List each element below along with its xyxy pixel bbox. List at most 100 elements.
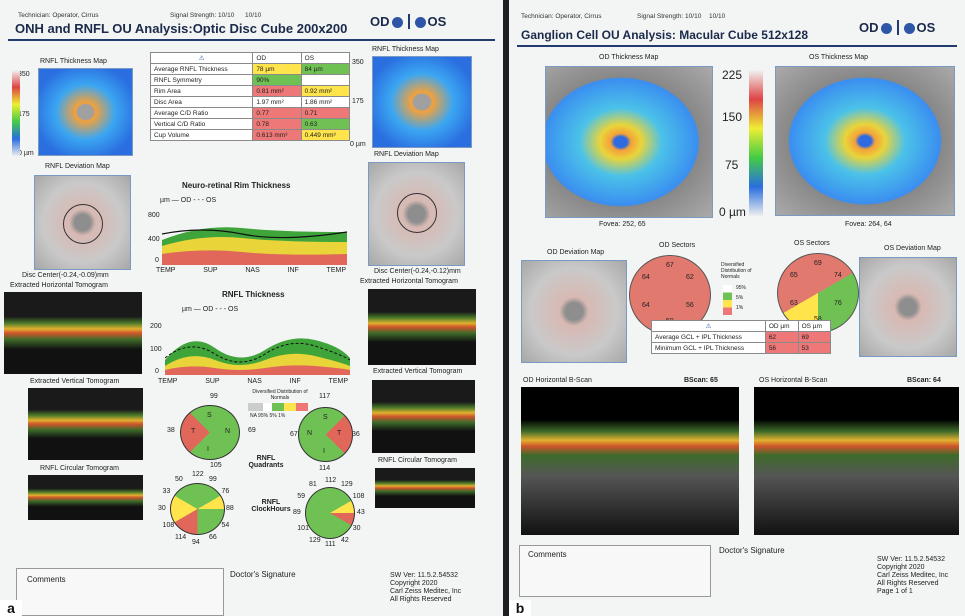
rnfl-chart-title: RNFL Thickness bbox=[222, 290, 285, 299]
os-eye-icon bbox=[903, 23, 915, 35]
param-row: RNFL Symmetry 90% bbox=[149, 74, 351, 86]
horizontal-tomogram-os bbox=[368, 289, 476, 365]
rim-legend: µm — OD - - - OS bbox=[160, 197, 217, 204]
clockhour-value: 59 bbox=[297, 493, 306, 500]
circular-tomogram-od bbox=[28, 475, 143, 520]
clockhour-value: 99 bbox=[209, 475, 217, 483]
doctor-signature: Doctor's Signature bbox=[230, 570, 296, 579]
clockhour-value: 89 bbox=[293, 509, 301, 516]
signal-strength-os: 10/10 bbox=[709, 13, 726, 20]
rnfl-map-od-label: RNFL Thickness Map bbox=[40, 58, 107, 65]
distribution-legend: Diversified Distribution of Normals bbox=[252, 389, 308, 401]
clockhour-value: 43 bbox=[357, 509, 365, 516]
od-thickness-label: OD Thickness Map bbox=[599, 54, 659, 61]
bscan-od: BScan: 65 bbox=[684, 377, 718, 384]
od-eye-icon bbox=[391, 17, 403, 29]
clockhours-od bbox=[170, 483, 225, 535]
eht-os-label: Extracted Horizontal Tomogram bbox=[360, 278, 458, 285]
color-scale bbox=[12, 70, 20, 156]
clockhour-value: 50 bbox=[175, 475, 183, 483]
rnfl-deviation-map-od bbox=[34, 175, 131, 270]
od-os-header: OD OS bbox=[859, 20, 936, 35]
od-dev-label: OD Deviation Map bbox=[547, 249, 605, 256]
vertical-tomogram-od bbox=[28, 388, 143, 460]
rnfl-thickness-chart bbox=[165, 338, 350, 375]
signal-strength: Signal Strength: 10/10 bbox=[170, 12, 235, 19]
param-row: Average C/D Ratio 0.77 0.71 bbox=[149, 107, 351, 119]
clockhour-value: 122 bbox=[192, 471, 204, 478]
circular-tomogram-os bbox=[375, 468, 475, 508]
clockhour-value: 101 bbox=[297, 525, 309, 532]
clockhour-value: 129 bbox=[309, 536, 321, 544]
ganglion-cell-report: Technician: Operator, Cirrus Signal Stre… bbox=[509, 0, 965, 616]
param-row: Rim Area 0.81 mm² 0.92 mm² bbox=[149, 85, 351, 97]
technician-label: Technician: Operator, Cirrus bbox=[521, 13, 602, 20]
od-sectors-label: OD Sectors bbox=[659, 242, 696, 249]
param-row: Vertical C/D Ratio 0.78 0.63 bbox=[149, 118, 351, 130]
comments-box[interactable]: Comments bbox=[519, 545, 711, 597]
clockhour-value: 42 bbox=[341, 536, 349, 544]
divider bbox=[517, 45, 957, 47]
comments-box[interactable]: Comments bbox=[16, 568, 224, 616]
evt-od-label: Extracted Vertical Tomogram bbox=[30, 378, 120, 385]
clockhour-value: 66 bbox=[209, 534, 217, 542]
clockhour-value: 30 bbox=[352, 525, 361, 532]
clockhour-value: 112 bbox=[325, 477, 337, 484]
os-dev-label: OS Deviation Map bbox=[884, 245, 941, 252]
onh-rnfl-report: Technician: Operator, Cirrus Signal Stre… bbox=[0, 0, 503, 616]
dev-map-od-label: RNFL Deviation Map bbox=[45, 163, 110, 170]
clockhour-value: 54 bbox=[221, 522, 230, 529]
color-scale bbox=[749, 70, 763, 216]
bscan-os: BScan: 64 bbox=[907, 377, 941, 384]
param-row: Cup Volume 0.613 mm³ 0.449 mm³ bbox=[149, 129, 351, 141]
od-deviation-map bbox=[521, 260, 627, 363]
software-info: SW Ver: 11.5.2.54532 Copyright 2020 Carl Z… bbox=[877, 556, 949, 595]
horizontal-tomogram-od bbox=[4, 292, 142, 374]
clockhours-os bbox=[305, 487, 355, 539]
od-hscan-label: OD Horizontal B-Scan bbox=[523, 377, 592, 384]
software-info: SW Ver: 11.5.2.54532 Copyright 2020 Carl Z… bbox=[390, 572, 462, 603]
clockhour-value: 94 bbox=[192, 539, 200, 546]
od-eye-icon bbox=[880, 23, 892, 35]
rnfl-parameters-table: ⚠ OD OS Average RNFL Thickness 78 µm 84 µm RN… bbox=[149, 52, 351, 141]
param-row: Average RNFL Thickness 78 µm 84 µm bbox=[149, 63, 351, 75]
clockhour-value: 108 bbox=[162, 522, 175, 529]
clockhour-value: 88 bbox=[226, 505, 234, 512]
os-hscan-label: OS Horizontal B-Scan bbox=[759, 377, 828, 384]
od-os-header: OD OS bbox=[370, 14, 447, 29]
divider bbox=[8, 39, 495, 41]
clockhour-value: 81 bbox=[309, 481, 317, 489]
distribution-legend: Diversified Distribution of Normals bbox=[721, 262, 752, 280]
doctor-signature: Doctor's Signature bbox=[719, 546, 785, 555]
os-deviation-map bbox=[859, 257, 957, 357]
disc-center-od: Disc Center(-0.24,-0.09)mm bbox=[22, 272, 109, 279]
os-thickness-label: OS Thickness Map bbox=[809, 54, 869, 61]
distribution-swatches bbox=[248, 403, 308, 411]
rnfl-legend: µm — OD - - - OS bbox=[182, 306, 239, 313]
clockhour-value: 114 bbox=[175, 534, 187, 542]
clockhour-value: 76 bbox=[221, 488, 230, 495]
eht-od-label: Extracted Horizontal Tomogram bbox=[10, 282, 108, 289]
circ-os-label: RNFL Circular Tomogram bbox=[378, 457, 457, 464]
rnfl-x-axis: TEMP SUP NAS INF TEMP bbox=[158, 378, 348, 385]
clockhour-value: 33 bbox=[162, 488, 171, 495]
panel-tag-b: b bbox=[509, 600, 531, 616]
clockhour-value: 111 bbox=[325, 541, 336, 548]
report-title: Ganglion Cell OU Analysis: Macular Cube … bbox=[521, 28, 808, 42]
technician-label: Technician: Operator, Cirrus bbox=[18, 12, 99, 19]
fovea-os: Fovea: 264, 64 bbox=[845, 221, 892, 228]
evt-os-label: Extracted Vertical Tomogram bbox=[373, 368, 463, 375]
od-thickness-map bbox=[545, 66, 713, 218]
dev-map-os-label: RNFL Deviation Map bbox=[374, 151, 439, 158]
clockhour-value: 30 bbox=[158, 505, 166, 512]
os-sectors-label: OS Sectors bbox=[794, 240, 830, 247]
rnfl-deviation-map-os bbox=[368, 162, 465, 266]
rim-x-axis: TEMP SUP NAS INF TEMP bbox=[156, 267, 346, 274]
panel-tag-a: a bbox=[0, 600, 22, 616]
gcl-ipl-table: ⚠ OD µm OS µm Average GCL + IPL Thickness 6… bbox=[651, 320, 832, 354]
distribution-swatches bbox=[723, 285, 732, 315]
os-bscan bbox=[754, 387, 959, 535]
rnfl-thickness-map-os bbox=[372, 56, 472, 148]
